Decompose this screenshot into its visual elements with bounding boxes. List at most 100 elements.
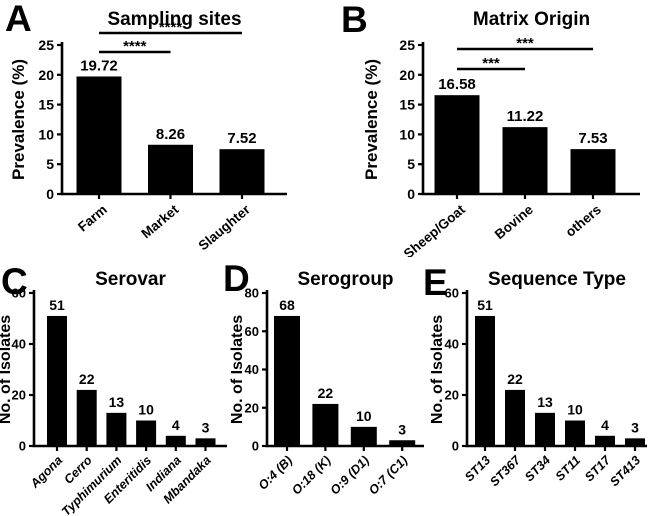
- bar-value-label: 11.22: [507, 108, 544, 125]
- y-tick-label: 15: [38, 97, 54, 113]
- bar-o-4-b-: [274, 315, 300, 446]
- category-label: O:18 (K): [289, 453, 333, 497]
- bar-value-label: 3: [398, 421, 406, 437]
- y-tick-label: 60: [245, 324, 259, 339]
- category-label: ST413: [607, 453, 643, 489]
- chart-title: Serogroup: [297, 269, 393, 290]
- panel-a-chart: Sampling sites Prevalence (%) 0 5 10 15 20 25 19…: [9, 9, 287, 253]
- significance-stars: ***: [482, 55, 500, 72]
- chart-title: Sequence Type: [488, 269, 626, 290]
- bar-value-label: 10: [356, 408, 372, 424]
- bar-st34: [535, 412, 555, 446]
- y-tick-label: 10: [399, 126, 415, 142]
- bar-value-label: 22: [79, 371, 95, 387]
- bar-value-label: 7.53: [578, 130, 607, 147]
- bar-value-label: 4: [601, 417, 609, 433]
- y-axis-label: Prevalence (%): [9, 59, 28, 180]
- y-axis-label: No. of Isolates: [429, 315, 446, 424]
- category-label: Market: [138, 201, 181, 241]
- bar-value-label: 13: [109, 394, 125, 410]
- bar-value-label: 13: [537, 394, 553, 410]
- category-label: ST367: [487, 452, 524, 489]
- y-tick-label: 0: [452, 439, 459, 454]
- y-tick-label: 25: [38, 37, 54, 53]
- y-axis-label: No. of Isolates: [230, 315, 246, 424]
- bar-indiana: [165, 435, 186, 446]
- category-label: ST34: [522, 453, 553, 484]
- significance-stars: ***: [516, 35, 534, 52]
- panel-letter-c: C: [1, 261, 28, 302]
- y-tick-label: 0: [19, 439, 26, 454]
- y-tick-label: 0: [252, 439, 259, 454]
- y-tick-label: 20: [399, 67, 415, 83]
- category-label: O:7 (C1): [366, 453, 410, 497]
- bar-market: [148, 144, 193, 194]
- y-tick-label: 5: [407, 156, 415, 172]
- bar-value-label: 68: [279, 297, 295, 313]
- y-tick-label: 40: [245, 362, 259, 377]
- chart-title: Serovar: [95, 269, 166, 290]
- significance-stars: ****: [159, 19, 183, 36]
- bar-value-label: 8.26: [156, 126, 185, 143]
- bar-o-7-c1-: [389, 440, 416, 446]
- chart-title: Matrix Origin: [473, 9, 590, 30]
- y-tick-label: 10: [38, 126, 54, 142]
- y-tick-label: 60: [445, 286, 459, 301]
- category-label: Slaughter: [196, 201, 254, 253]
- y-tick-label: 20: [38, 67, 54, 83]
- y-tick-label: 40: [445, 337, 459, 352]
- category-label: Agona: [27, 453, 65, 491]
- bar-bovine: [502, 127, 548, 194]
- panel-letter-e: E: [423, 262, 448, 303]
- category-label: others: [563, 202, 604, 240]
- bar-value-label: 51: [477, 297, 493, 313]
- bar-value-label: 4: [172, 417, 180, 433]
- bar-st17: [595, 435, 615, 446]
- bar-st413: [625, 438, 645, 446]
- y-tick-label: 80: [245, 286, 259, 301]
- y-axis-label: Prevalence (%): [362, 59, 381, 180]
- panel-b-chart: Matrix Origin Prevalence (%) 0 5 10 15 20 25 16.…: [362, 9, 640, 257]
- panel-letter-b: B: [341, 0, 368, 40]
- y-tick-label: 20: [445, 388, 459, 403]
- bar-farm: [76, 76, 122, 194]
- bar-others: [570, 149, 616, 194]
- bar-enteritidis: [136, 420, 157, 446]
- y-axis-label: No. of Isolates: [0, 315, 14, 424]
- bar-cerro: [76, 389, 97, 446]
- category-label: ST11: [553, 453, 583, 483]
- bar-value-label: 22: [318, 385, 334, 401]
- y-tick-label: 60: [12, 286, 26, 301]
- bar-typhimurium: [106, 412, 127, 446]
- bar-mbandaka: [195, 438, 216, 446]
- bar-value-label: 3: [202, 419, 210, 435]
- panel-letter-d: D: [223, 258, 250, 299]
- y-tick-label: 5: [46, 156, 54, 172]
- bar-value-label: 51: [49, 297, 65, 313]
- bar-agona: [47, 315, 67, 446]
- y-tick-label: 40: [12, 337, 26, 352]
- category-label: O:9 (D1): [328, 453, 372, 497]
- bar-value-label: 7.52: [227, 130, 256, 147]
- bar-value-label: 16.58: [438, 76, 476, 93]
- panel-letter-a: A: [5, 0, 32, 39]
- bar-o-9-d1-: [350, 426, 377, 446]
- bar-slaughter: [219, 149, 265, 194]
- bar-o-18-k-: [312, 403, 339, 446]
- panel-e-chart: Sequence Type No. of Isolates 0 20 40 60 51 ST1…: [429, 269, 647, 489]
- category-label: Farm: [75, 202, 110, 235]
- y-tick-label: 0: [407, 186, 415, 202]
- y-tick-label: 25: [399, 37, 415, 53]
- bar-st13: [475, 315, 495, 446]
- bar-value-label: 22: [507, 371, 523, 387]
- y-tick-label: 15: [399, 97, 415, 113]
- bar-sheep-goat: [434, 95, 480, 194]
- chart-title: Sampling sites: [107, 9, 241, 30]
- y-tick-label: 0: [46, 186, 54, 202]
- y-tick-label: 20: [12, 388, 26, 403]
- bar-value-label: 10: [138, 402, 154, 418]
- bar-value-label: 3: [631, 419, 639, 435]
